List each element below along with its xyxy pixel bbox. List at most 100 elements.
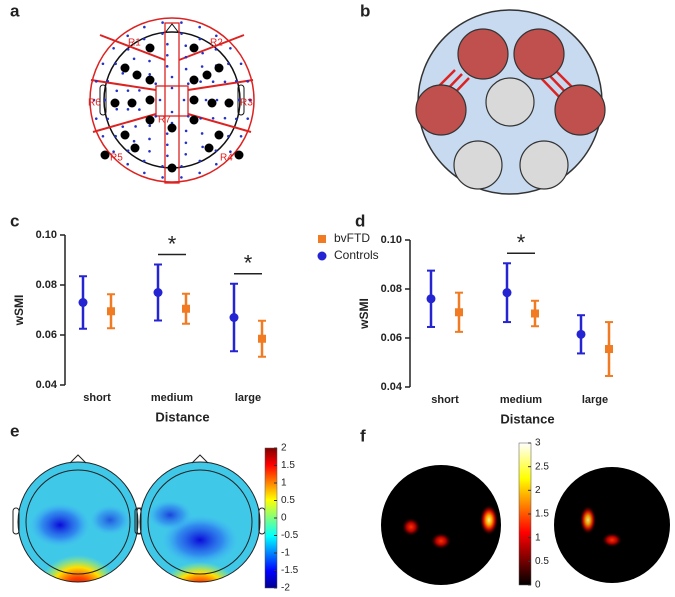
electrode (134, 125, 137, 128)
electrode (126, 162, 129, 166)
electrode (142, 37, 146, 41)
point (455, 308, 463, 317)
electrode (158, 98, 162, 102)
point (107, 307, 115, 316)
point (182, 304, 190, 313)
electrode (148, 73, 152, 76)
region-label: R6 (88, 98, 101, 109)
electrode (106, 79, 110, 83)
electrode (229, 150, 232, 154)
x-tick-label: short (83, 392, 111, 404)
electrode (126, 108, 130, 111)
electrode (126, 89, 130, 92)
y-axis-label: wSMI (12, 295, 26, 327)
electrode (112, 150, 115, 154)
electrode (148, 124, 152, 127)
y-tick-label: 0.06 (36, 329, 57, 341)
electrode (198, 159, 202, 163)
electrode (246, 117, 250, 120)
electrode-large (202, 70, 212, 80)
colorbar-tick-label: -2 (281, 583, 290, 594)
electrode (165, 65, 169, 68)
electrode (211, 117, 215, 120)
colorbar-tick-label: 1.5 (535, 509, 549, 520)
electrode (148, 137, 151, 141)
electrode (204, 98, 208, 102)
electrode (223, 116, 227, 120)
electrode-large (224, 98, 234, 108)
electrode (215, 34, 218, 38)
colorbar-tick-label: 0 (281, 513, 287, 524)
point (531, 309, 539, 318)
electrode (211, 80, 215, 83)
colorbar-tick-label: -1.5 (281, 565, 299, 576)
x-axis-label: Distance (155, 409, 209, 424)
electrode (184, 129, 188, 133)
electrode-large (132, 70, 142, 80)
electrode-large (130, 143, 140, 153)
panel-label: c (10, 211, 19, 230)
electrode-large (145, 95, 155, 105)
electrode (103, 98, 107, 102)
electrode-large (145, 115, 155, 125)
colorbar-tick-label: 2 (281, 443, 287, 454)
electrode (229, 46, 232, 50)
electrode-large (234, 150, 244, 160)
electrode (170, 75, 174, 79)
panel-label: a (10, 1, 20, 20)
colorbar-tick-label: 2 (535, 485, 541, 496)
electrode (138, 108, 141, 111)
electrode-large (127, 98, 137, 108)
electrode (199, 117, 202, 120)
electrode (165, 132, 169, 135)
legend-label: bvFTD (334, 231, 370, 245)
significance-star: * (244, 251, 253, 276)
electrode (201, 145, 204, 149)
legend-marker (317, 251, 327, 261)
panel-label: b (360, 1, 370, 20)
electrode (184, 67, 188, 71)
significance-star: * (517, 230, 526, 255)
y-tick-label: 0.04 (36, 379, 58, 391)
electrode (154, 82, 158, 86)
electrode (201, 51, 204, 55)
electrode (215, 98, 219, 102)
electrode (186, 114, 190, 118)
electrode-large (145, 43, 155, 53)
electrode (148, 149, 151, 153)
electrode (184, 44, 188, 48)
electrode (121, 72, 125, 75)
electrode (184, 55, 188, 59)
electrode-large (110, 98, 120, 108)
electrode (184, 152, 188, 156)
electrode (112, 46, 115, 50)
region-label: R1 (128, 38, 141, 49)
y-tick-label: 0.08 (36, 279, 57, 291)
colorbar-tick-label: 1 (535, 532, 541, 543)
electrode-large (207, 98, 217, 108)
electrode (132, 57, 136, 61)
electrode (180, 21, 183, 24)
electrode (138, 89, 141, 92)
point (502, 288, 512, 298)
electrode-large (189, 43, 199, 53)
electrode (214, 149, 218, 152)
colorbar-tick-label: 1.5 (281, 460, 295, 471)
electrode (94, 80, 98, 83)
x-tick-label: medium (151, 392, 193, 404)
region-label: R7 (158, 115, 171, 126)
point (229, 313, 239, 322)
point (78, 298, 88, 307)
electrode (132, 139, 136, 143)
electrode (180, 176, 183, 179)
point (576, 329, 586, 339)
electrode (186, 82, 190, 86)
electrode (198, 171, 201, 175)
significance-star: * (168, 231, 177, 256)
electrode (92, 98, 96, 102)
colorbar-tick-label: 0 (535, 580, 541, 591)
y-axis-label: wSMI (357, 298, 371, 330)
electrode (165, 143, 169, 147)
electrode (121, 125, 125, 128)
